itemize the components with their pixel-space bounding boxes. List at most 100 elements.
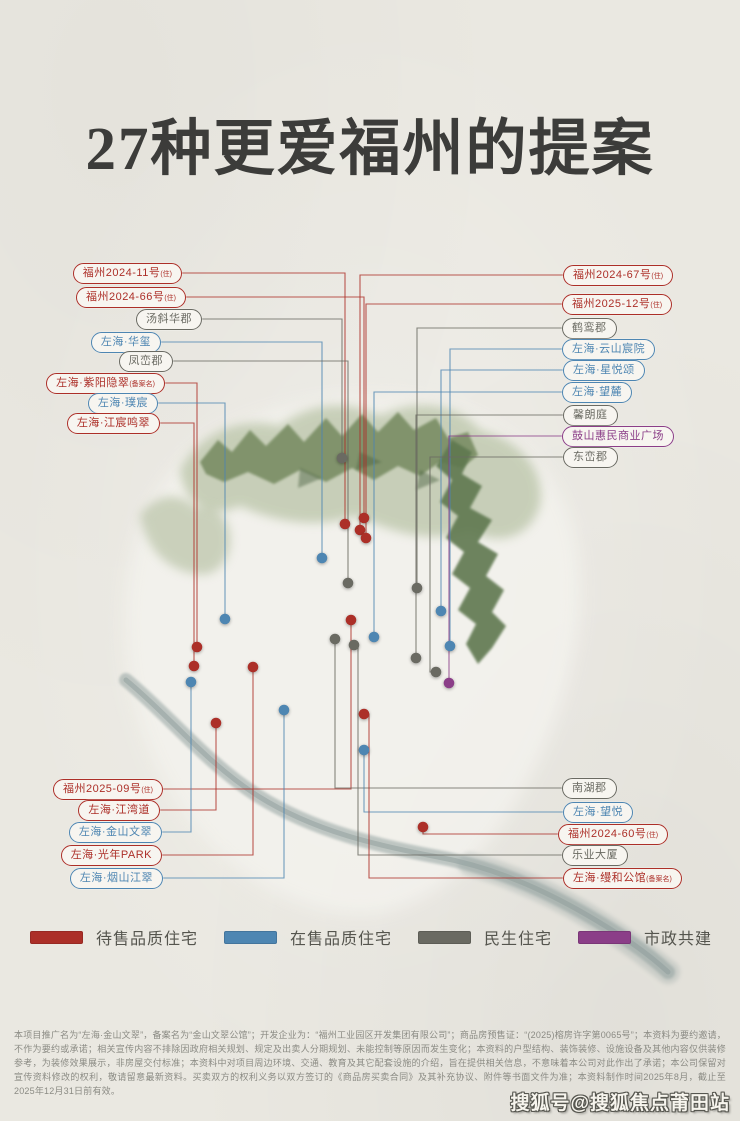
project-label: 左海·光年PARK <box>60 845 162 866</box>
project-name: 左海·江宸鸣翠 <box>76 417 150 429</box>
legend-label: 民生住宅 <box>483 931 552 948</box>
project-name: 东峦郡 <box>573 451 608 463</box>
project-name: 馨朗庭 <box>573 409 608 421</box>
map-marker <box>219 613 231 625</box>
project-name: 左海·光年PARK <box>70 849 152 861</box>
project-name: 左海·望麓 <box>572 386 623 398</box>
map-marker <box>210 717 222 729</box>
leader-line <box>416 327 562 588</box>
hills-west <box>140 496 231 575</box>
project-label: 左海·烟山江翠 <box>69 868 163 889</box>
project-name: 乐业大厦 <box>572 849 618 861</box>
project-name: 鼓山惠民商业广场 <box>572 430 664 442</box>
map-marker <box>336 452 348 464</box>
project-label: 馨朗庭 <box>563 405 618 426</box>
page-title: 27种更爱福州的提案 <box>85 116 655 183</box>
map-marker <box>410 652 422 664</box>
leader-line <box>202 318 343 458</box>
project-label: 左海·星悦颂 <box>563 360 645 381</box>
map-marker <box>348 639 360 651</box>
project-suffix: (住) <box>651 273 664 280</box>
legend-label: 市政共建 <box>643 931 712 948</box>
project-label: 鼓山惠民商业广场 <box>562 426 674 447</box>
project-name: 南湖郡 <box>572 782 607 794</box>
project-label: 凤峦郡 <box>118 351 173 372</box>
leader-line <box>182 272 346 524</box>
map-marker <box>411 582 423 594</box>
project-label: 左海·江湾道 <box>78 800 160 821</box>
project-name: 左海·金山文翠 <box>78 826 152 838</box>
legend-swatch <box>223 930 277 944</box>
project-label: 福州2024-60号(住) <box>558 824 669 845</box>
project-label: 福州2025-12号(住) <box>562 294 673 315</box>
project-name: 汤斜华郡 <box>146 313 192 325</box>
project-name: 福州2024-11号 <box>82 267 161 279</box>
leader-line <box>440 369 563 611</box>
map-marker <box>430 666 442 678</box>
map-marker <box>278 704 290 716</box>
legend-label: 待售品质住宅 <box>96 931 199 948</box>
project-suffix: (住) <box>141 787 153 794</box>
disclaimer-text: 本项目推广名为“左海·金山文翠”，备案名为“金山文翠公馆”；开发企业为：“福州工… <box>14 1030 726 1096</box>
legend-item-municipal: 市政共建 <box>577 925 712 949</box>
map-marker <box>342 577 354 589</box>
project-name: 左海·璞宸 <box>97 397 148 409</box>
project-name: 左海·望悦 <box>573 806 624 818</box>
project-name: 左海·华玺 <box>100 336 151 348</box>
project-suffix: (备案名) <box>129 381 155 388</box>
project-name: 鹤鸾郡 <box>572 322 607 334</box>
map-marker <box>191 641 203 653</box>
project-label: 左海·江宸鸣翠 <box>66 413 160 434</box>
leader-line <box>186 296 365 518</box>
project-label: 福州2024-66号(住) <box>75 287 186 308</box>
project-label: 鹤鸾郡 <box>562 318 617 339</box>
map-marker <box>360 532 372 544</box>
project-label: 左海·望麓 <box>562 382 633 403</box>
project-name: 福州2025-09号 <box>62 783 142 795</box>
leader-line <box>158 402 226 619</box>
map-marker <box>417 821 429 833</box>
project-name: 左海·江湾道 <box>88 804 150 816</box>
project-name: 凤峦郡 <box>128 355 163 367</box>
leader-line <box>163 620 352 790</box>
project-label: 福州2025-09号(住) <box>52 779 163 800</box>
leader-line <box>160 723 217 811</box>
project-label: 福州2024-11号(住) <box>72 263 182 284</box>
project-suffix: (住) <box>646 832 659 839</box>
leader-line <box>415 414 563 658</box>
map-marker <box>443 677 455 689</box>
map-marker <box>188 660 200 672</box>
legend-item-minsheng: 民生住宅 <box>417 925 552 949</box>
leader-line <box>363 750 563 813</box>
project-label: 左海·云山宸院 <box>562 339 656 360</box>
watermark: 搜狐号@搜狐焦点莆田站 <box>510 1093 730 1114</box>
leader-line <box>163 710 285 879</box>
leader-line <box>448 435 562 683</box>
map-marker <box>316 552 328 564</box>
legend-item-onsale: 在售品质住宅 <box>223 925 392 949</box>
leader-line <box>161 341 323 558</box>
project-label: 左海·金山文翠 <box>68 822 162 843</box>
project-suffix: (备案名) <box>646 876 672 883</box>
leader-line <box>162 667 254 856</box>
leader-line <box>162 682 192 833</box>
leader-line <box>449 348 562 646</box>
map-marker <box>354 524 366 536</box>
project-name: 左海·缦和公馆 <box>573 872 647 884</box>
map-marker <box>444 640 456 652</box>
project-label: 左海·紫阳隐翠(备案名) <box>46 373 165 394</box>
project-name: 左海·云山宸院 <box>572 343 646 355</box>
project-name: 左海·烟山江翠 <box>79 872 153 884</box>
project-label: 东峦郡 <box>563 447 618 468</box>
map-marker <box>345 614 357 626</box>
ridge-east <box>436 440 506 664</box>
project-suffix: (住) <box>164 295 176 302</box>
project-name: 福州2024-67号 <box>573 269 652 281</box>
map-marker <box>329 633 341 645</box>
map-marker <box>358 708 370 720</box>
map-marker <box>185 676 197 688</box>
project-label: 左海·华玺 <box>90 332 161 353</box>
map-marker <box>247 661 259 673</box>
leader-line <box>334 639 562 789</box>
